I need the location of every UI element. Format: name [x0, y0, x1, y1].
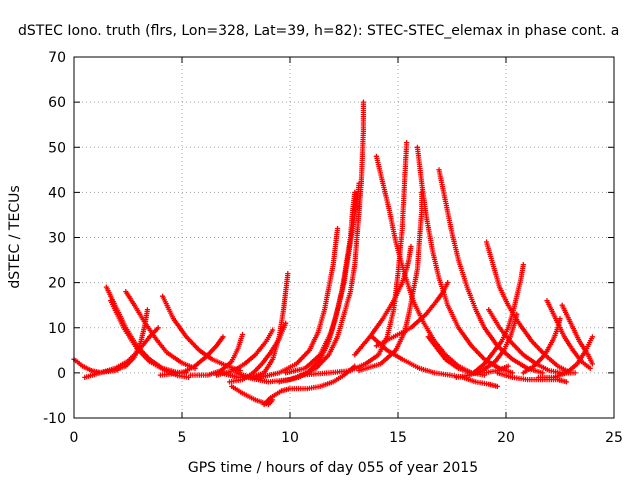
series-markers	[352, 243, 414, 358]
x-tick-label: 25	[605, 430, 623, 446]
chart-title: dSTEC Iono. truth (flrs, Lon=328, Lat=39…	[18, 23, 619, 39]
y-tick-label: 10	[48, 321, 66, 337]
series-34	[520, 316, 563, 376]
series-13	[261, 363, 358, 408]
series-markers	[188, 331, 246, 378]
series-markers	[535, 334, 595, 380]
y-tick-label: 60	[48, 95, 66, 111]
series-markers	[520, 316, 563, 376]
series-29	[453, 311, 520, 380]
series-16	[276, 99, 366, 385]
y-tick-label: 0	[57, 366, 66, 382]
series-markers	[484, 239, 574, 376]
series-markers	[110, 307, 150, 374]
y-tick-label: 20	[48, 276, 66, 292]
series-markers	[436, 167, 546, 376]
x-tick-label: 10	[281, 430, 299, 446]
y-tick-label: 70	[48, 50, 66, 66]
series-layer	[71, 99, 595, 408]
series-28	[484, 239, 574, 376]
x-tick-label: 20	[497, 430, 515, 446]
series-25	[369, 334, 500, 389]
series-6	[110, 307, 150, 374]
y-tick-label: 40	[48, 185, 66, 201]
x-tick-label: 5	[178, 430, 187, 446]
y-tick-label: -10	[43, 411, 66, 427]
series-7	[157, 334, 226, 378]
series-24	[373, 280, 451, 349]
series-17	[283, 180, 362, 376]
x-axis-label: GPS time / hours of day 055 of year 2015	[188, 460, 478, 476]
series-8	[188, 331, 246, 378]
series-23	[352, 243, 414, 358]
y-tick-label: 30	[48, 231, 66, 247]
series-markers	[369, 334, 500, 389]
series-35	[535, 334, 595, 380]
series-markers	[276, 99, 366, 385]
y-tick-label: 50	[48, 140, 66, 156]
y-axis-label: dSTEC / TECUs	[7, 185, 23, 288]
x-tick-label: 0	[70, 430, 79, 446]
series-markers	[373, 280, 451, 349]
series-markers	[283, 180, 362, 376]
series-markers	[261, 363, 358, 408]
series-markers	[157, 334, 226, 378]
series-22	[436, 167, 546, 376]
x-tick-label: 15	[389, 430, 407, 446]
series-markers	[453, 311, 520, 380]
